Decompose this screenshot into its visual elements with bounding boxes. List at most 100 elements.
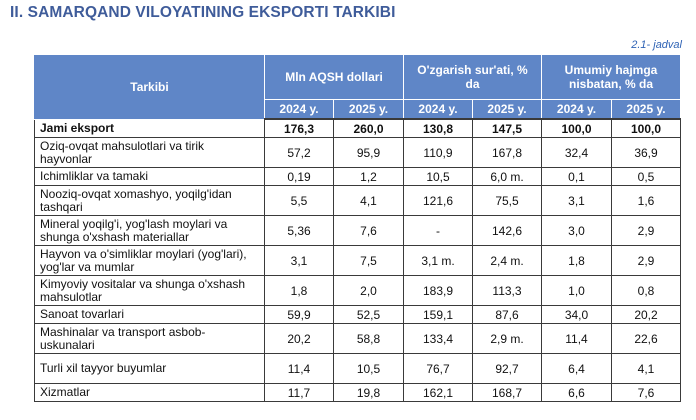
cell-usd-2025: 10,5 <box>333 353 404 384</box>
cell-usd-2025: 1,2 <box>333 167 404 186</box>
page-title: II. SAMARQAND VILOYATINING EKSPORTI TARK… <box>10 4 396 21</box>
cell-growth-2025: 147,5 <box>472 118 542 138</box>
cell-share-2024: 3,1 <box>541 185 612 216</box>
header-tarkibi: Tarkibi <box>34 54 265 120</box>
row-label: Mashinalar va transport asbob-uskunalari <box>34 323 265 354</box>
cell-growth-2024: 10,5 <box>403 167 473 186</box>
cell-usd-2024: 3,1 <box>264 245 334 276</box>
header-year-2024: 2024 y. <box>541 99 612 120</box>
cell-growth-2024: 130,8 <box>403 118 473 138</box>
cell-share-2024: 32,4 <box>541 137 612 168</box>
cell-growth-2025: 75,5 <box>472 185 542 216</box>
cell-share-2024: 1,8 <box>541 245 612 276</box>
cell-growth-2024: 121,6 <box>403 185 473 216</box>
cell-share-2025: 0,8 <box>610 275 682 306</box>
cell-share-2024: 34,0 <box>541 305 612 324</box>
cell-growth-2024: 76,7 <box>403 353 473 384</box>
table-row: Ichimliklar va tamaki 0,19 1,2 10,5 6,0 … <box>34 167 682 186</box>
cell-usd-2024: 57,2 <box>264 137 334 168</box>
table-row: Xizmatlar 11,7 19,8 162,1 168,7 6,6 7,6 <box>34 383 682 402</box>
cell-growth-2025: 92,7 <box>472 353 542 384</box>
row-label: Hayvon va o'simliklar moylari (yog'lari)… <box>34 245 265 276</box>
row-label: Turli xil tayyor buyumlar <box>34 353 265 384</box>
cell-share-2024: 11,4 <box>541 323 612 354</box>
table-row: Nooziq-ovqat xomashyo, yoqilg'idan tashq… <box>34 185 682 216</box>
cell-share-2025: 20,2 <box>610 305 682 324</box>
cell-usd-2025: 260,0 <box>333 118 404 138</box>
cell-usd-2025: 95,9 <box>333 137 404 168</box>
cell-share-2024: 1,0 <box>541 275 612 306</box>
cell-share-2025: 7,6 <box>610 383 682 402</box>
row-label: Ichimliklar va tamaki <box>34 167 265 186</box>
cell-growth-2024: 3,1 m. <box>403 245 473 276</box>
cell-share-2024: 100,0 <box>541 118 612 138</box>
table-row: Hayvon va o'simliklar moylari (yog'lari)… <box>34 245 682 276</box>
row-label: Nooziq-ovqat xomashyo, yoqilg'idan tashq… <box>34 185 265 216</box>
export-structure-table: Tarkibi Mln AQSH dollari O'zgarish sur'a… <box>34 54 682 402</box>
header-year-2025: 2025 y. <box>333 99 404 120</box>
table-row: Kimyoviy vositalar va shunga o'xshash ma… <box>34 275 682 306</box>
cell-growth-2025: 168,7 <box>472 383 542 402</box>
table-row: Mashinalar va transport asbob-uskunalari… <box>34 323 682 354</box>
cell-growth-2024: 133,4 <box>403 323 473 354</box>
row-label: Sanoat tovarlari <box>34 305 265 324</box>
cell-growth-2025: 113,3 <box>472 275 542 306</box>
table-row: Oziq-ovqat mahsulotlari va tirik hayvonl… <box>34 137 682 168</box>
cell-growth-2024: 110,9 <box>403 137 473 168</box>
header-year-2025: 2025 y. <box>472 99 542 120</box>
header-year-2024: 2024 y. <box>264 99 334 120</box>
cell-usd-2024: 5,5 <box>264 185 334 216</box>
cell-usd-2025: 4,1 <box>333 185 404 216</box>
cell-share-2025: 100,0 <box>610 118 682 138</box>
header-year-2025: 2025 y. <box>610 99 682 120</box>
cell-usd-2025: 52,5 <box>333 305 404 324</box>
row-label: Kimyoviy vositalar va shunga o'xshash ma… <box>34 275 265 306</box>
cell-usd-2025: 58,8 <box>333 323 404 354</box>
cell-share-2025: 22,6 <box>610 323 682 354</box>
header-year-2024: 2024 y. <box>403 99 473 120</box>
cell-usd-2025: 2,0 <box>333 275 404 306</box>
table-number: 2.1- jadval <box>631 39 682 51</box>
cell-usd-2024: 5,36 <box>264 215 334 246</box>
cell-growth-2025: 167,8 <box>472 137 542 168</box>
cell-growth-2025: 87,6 <box>472 305 542 324</box>
table-row: Sanoat tovarlari 59,9 52,5 159,1 87,6 34… <box>34 305 682 324</box>
cell-usd-2025: 7,6 <box>333 215 404 246</box>
row-label: Jami eksport <box>34 118 265 138</box>
cell-growth-2025: 142,6 <box>472 215 542 246</box>
cell-share-2025: 4,1 <box>610 353 682 384</box>
cell-share-2024: 6,4 <box>541 353 612 384</box>
header-growth-rate: O'zgarish sur'ati, % da <box>403 54 542 100</box>
cell-share-2024: 6,6 <box>541 383 612 402</box>
cell-usd-2025: 19,8 <box>333 383 404 402</box>
cell-growth-2025: 2,4 m. <box>472 245 542 276</box>
cell-usd-2024: 0,19 <box>264 167 334 186</box>
row-label: Xizmatlar <box>34 383 265 402</box>
cell-usd-2024: 59,9 <box>264 305 334 324</box>
cell-growth-2024: - <box>403 215 473 246</box>
cell-share-2024: 3,0 <box>541 215 612 246</box>
cell-growth-2024: 162,1 <box>403 383 473 402</box>
cell-growth-2024: 159,1 <box>403 305 473 324</box>
cell-usd-2024: 11,4 <box>264 353 334 384</box>
table-row-total: Jami eksport 176,3 260,0 130,8 147,5 100… <box>34 118 682 138</box>
cell-growth-2024: 183,9 <box>403 275 473 306</box>
cell-share-2025: 2,9 <box>610 215 682 246</box>
cell-usd-2024: 1,8 <box>264 275 334 306</box>
cell-share-2025: 0,5 <box>610 167 682 186</box>
header-mln-usd: Mln AQSH dollari <box>264 54 404 100</box>
table-row: Turli xil tayyor buyumlar 11,4 10,5 76,7… <box>34 353 682 384</box>
cell-usd-2024: 20,2 <box>264 323 334 354</box>
row-label: Oziq-ovqat mahsulotlari va tirik hayvonl… <box>34 137 265 168</box>
header-share-of-total: Umumiy hajmga nisbatan, % da <box>540 54 682 100</box>
cell-usd-2024: 176,3 <box>264 118 334 138</box>
cell-share-2025: 36,9 <box>610 137 682 168</box>
cell-share-2025: 1,6 <box>610 185 682 216</box>
cell-growth-2025: 6,0 m. <box>472 167 542 186</box>
cell-usd-2025: 7,5 <box>333 245 404 276</box>
cell-usd-2024: 11,7 <box>264 383 334 402</box>
row-label: Mineral yoqilg'i, yog'lash moylari va sh… <box>34 215 265 246</box>
cell-share-2024: 0,1 <box>541 167 612 186</box>
cell-share-2025: 2,9 <box>610 245 682 276</box>
table-row: Mineral yoqilg'i, yog'lash moylari va sh… <box>34 215 682 246</box>
